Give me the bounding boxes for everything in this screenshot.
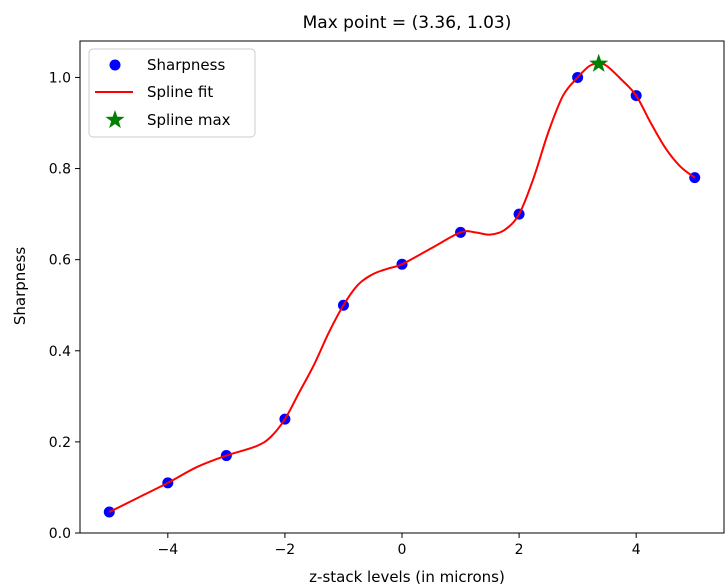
legend-label: Sharpness — [147, 56, 225, 74]
x-tick-label: −4 — [157, 542, 178, 558]
chart-title: Max point = (3.36, 1.03) — [303, 13, 512, 33]
x-tick-label: 0 — [398, 542, 407, 558]
legend-label: Spline max — [147, 111, 231, 129]
y-tick-label: 0.0 — [49, 526, 71, 542]
x-axis-label: z-stack levels (in microns) — [309, 568, 505, 586]
y-tick-label: 1.0 — [49, 70, 71, 86]
legend-box — [88, 48, 256, 138]
x-tick-label: −2 — [275, 542, 296, 558]
y-tick-label: 0.8 — [49, 162, 71, 178]
plot-frame — [79, 40, 725, 534]
legend-swatch-sharpness — [109, 59, 121, 71]
legend-label: Spline fit — [147, 83, 213, 101]
y-tick-label: 0.4 — [49, 344, 71, 360]
spline-fit-line — [108, 62, 696, 513]
x-tick-label: 4 — [632, 542, 641, 558]
axis-ticks: −4 −2 0 2 4 0.0 0.2 0.4 0.6 0.8 1.0 — [49, 70, 641, 558]
y-axis-label: Sharpness — [11, 247, 29, 325]
plot-area — [103, 53, 701, 518]
legend: Sharpness Spline fit Spline max — [88, 48, 256, 138]
y-tick-label: 0.2 — [49, 435, 71, 451]
spline-max-marker — [589, 53, 609, 72]
x-tick-label: 2 — [515, 542, 524, 558]
y-tick-label: 0.6 — [49, 253, 71, 269]
legend-swatch-spline-max — [105, 110, 125, 129]
